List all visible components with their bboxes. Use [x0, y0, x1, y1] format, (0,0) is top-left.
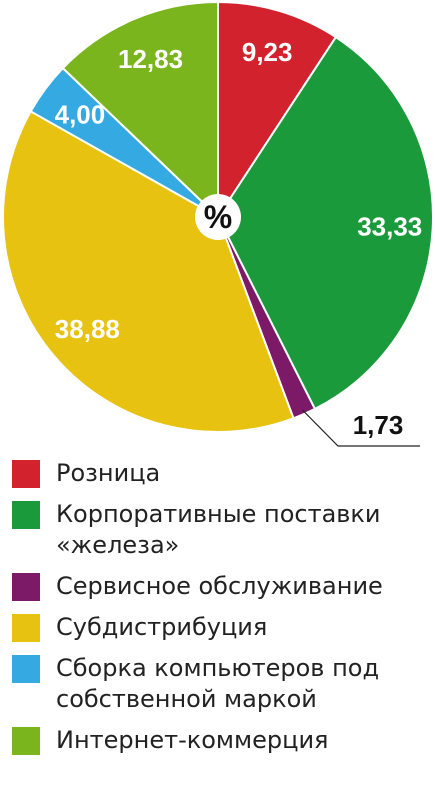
value-label: 12,83: [118, 44, 183, 74]
legend-swatch: [12, 614, 40, 642]
legend-swatch: [12, 501, 40, 529]
center-label: %: [204, 199, 232, 235]
value-label: 9,23: [242, 37, 293, 67]
legend-item: Сборка компьютеров под собственной марко…: [12, 653, 432, 715]
legend-swatch: [12, 727, 40, 755]
legend-label: Сборка компьютеров под собственной марко…: [56, 654, 380, 713]
legend-swatch: [12, 655, 40, 683]
legend-item: Сервисное обслуживание: [12, 571, 432, 602]
legend: Розница Корпоративные поставки «железа» Се…: [12, 458, 432, 766]
value-label: 33,33: [357, 212, 422, 242]
pie-slice: [2, 110, 295, 433]
value-label: 38,88: [55, 314, 120, 344]
leader-line: [302, 409, 420, 447]
legend-label: Интернет-коммерция: [56, 726, 329, 754]
legend-item: Интернет-коммерция: [12, 725, 432, 756]
legend-item: Корпоративные поставки «железа»: [12, 499, 432, 561]
legend-swatch: [12, 573, 40, 601]
legend-label: Сервисное обслуживание: [56, 572, 383, 600]
legend-label: Субдистрибуция: [56, 613, 268, 641]
legend-label: Корпоративные поставки «железа»: [56, 500, 381, 559]
legend-item: Розница: [12, 458, 432, 489]
center-circle: [195, 194, 241, 240]
chart: 9,23 33,33 1,73 38,88 4,00 12,83%: [2, 0, 434, 447]
pie-slice: [216, 35, 434, 411]
value-label: 4,00: [55, 99, 106, 129]
pie-slice: [217, 0, 338, 221]
legend-item: Субдистрибуция: [12, 612, 432, 643]
pie-slice: [61, 0, 219, 220]
legend-label: Розница: [56, 459, 161, 487]
legend-swatch: [12, 460, 40, 488]
value-label: 1,73: [353, 410, 404, 440]
